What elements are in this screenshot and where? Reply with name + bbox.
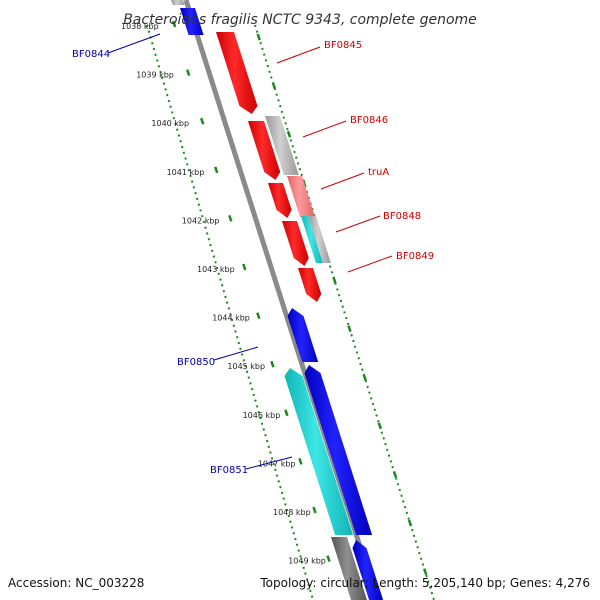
gene-bf0849[interactable] — [298, 268, 322, 302]
major-tick — [242, 263, 247, 271]
major-tick — [270, 360, 275, 368]
tick-label: 1038 kbp — [121, 22, 159, 31]
major-tick — [256, 33, 261, 41]
gene-bf0844[interactable] — [180, 8, 204, 35]
major-tick — [377, 422, 382, 430]
leader-bf0848 — [335, 215, 381, 233]
gene-label-trua[interactable]: truA — [368, 167, 389, 178]
gene-block-gray-top[interactable] — [171, 0, 185, 5]
major-tick — [284, 409, 289, 417]
leader-bf0849 — [347, 255, 393, 273]
major-tick — [172, 20, 177, 28]
leader-bf0850 — [213, 346, 259, 361]
major-tick — [312, 506, 317, 514]
gene-bf0846[interactable] — [248, 121, 281, 180]
gene-trua[interactable] — [268, 183, 292, 218]
gene-bf0848-gray[interactable] — [308, 216, 331, 263]
major-ticks — [172, 20, 428, 575]
leader-bf0844 — [107, 33, 161, 54]
leader-trua — [320, 172, 365, 190]
gene-bottom-blue[interactable] — [352, 540, 384, 600]
leader-bf0845 — [276, 46, 321, 64]
tick-label: 1042 kbp — [182, 216, 220, 225]
gene-bf0848[interactable] — [282, 221, 309, 266]
tick-labels: 1038 kbp 1039 kbp 1040 kbp 1041 kbp 1042 kbp… — [121, 22, 326, 566]
major-tick — [256, 312, 261, 319]
tick-label: 1039 kbp — [136, 71, 174, 80]
label-leader-lines — [107, 33, 393, 470]
major-tick — [228, 215, 233, 222]
major-tick — [407, 519, 413, 527]
major-tick — [362, 373, 367, 381]
major-tick — [332, 276, 337, 284]
major-tick — [347, 325, 352, 332]
tick-label: 1044 kbp — [212, 314, 250, 323]
gene-label-bf0844[interactable]: BF0844 — [72, 49, 110, 60]
gene-label-bf0849[interactable]: BF0849 — [396, 251, 434, 262]
gene-bf0846-neighbor[interactable] — [265, 116, 299, 175]
major-tick — [298, 458, 303, 465]
gene-shapes — [171, 0, 384, 600]
gene-bf0851-partner[interactable] — [304, 365, 373, 535]
leader-bf0851 — [245, 456, 293, 470]
tick-label: 1047 kbp — [258, 459, 296, 468]
gene-label-bf0848[interactable]: BF0848 — [383, 211, 421, 222]
gene-bf0850[interactable] — [287, 308, 319, 362]
accession-text: Accession: NC_003228 — [8, 576, 144, 590]
tick-label: 1043 kbp — [197, 265, 235, 274]
inner-dotted-ring — [146, 24, 314, 600]
major-tick — [286, 130, 292, 138]
tick-label: 1040 kbp — [151, 119, 189, 128]
major-tick — [200, 117, 205, 125]
major-tick — [214, 166, 219, 174]
gene-bf0851[interactable] — [284, 368, 354, 535]
major-tick — [326, 555, 331, 562]
leader-bf0846 — [302, 120, 347, 138]
tick-label: 1049 kbp — [288, 557, 326, 566]
map-title: Bacteroides fragilis NCTC 9343, complete… — [123, 12, 477, 28]
major-tick — [271, 82, 277, 89]
gene-bottom-dark[interactable] — [331, 537, 367, 600]
major-tick — [392, 471, 398, 478]
major-tick — [423, 568, 428, 575]
tick-label: 1048 kbp — [273, 508, 311, 517]
tick-label: 1041 kbp — [167, 168, 205, 177]
gene-bf0848-cyan[interactable] — [301, 216, 323, 263]
gene-label-bf0845[interactable]: BF0845 — [324, 40, 362, 51]
gene-bf0845[interactable] — [216, 32, 258, 114]
gene-trua-neighbor[interactable] — [287, 176, 315, 217]
genome-summary-text: Topology: circular; Length: 5,205,140 bp… — [259, 576, 590, 590]
tick-label: 1045 kbp — [227, 362, 265, 371]
gene-label-bf0851[interactable]: BF0851 — [210, 465, 248, 476]
gene-label-bf0846[interactable]: BF0846 — [350, 115, 388, 126]
major-tick — [186, 69, 191, 76]
outer-dotted-ring — [254, 24, 435, 600]
tick-label: 1046 kbp — [243, 411, 281, 420]
gene-label-bf0850[interactable]: BF0850 — [177, 357, 215, 368]
